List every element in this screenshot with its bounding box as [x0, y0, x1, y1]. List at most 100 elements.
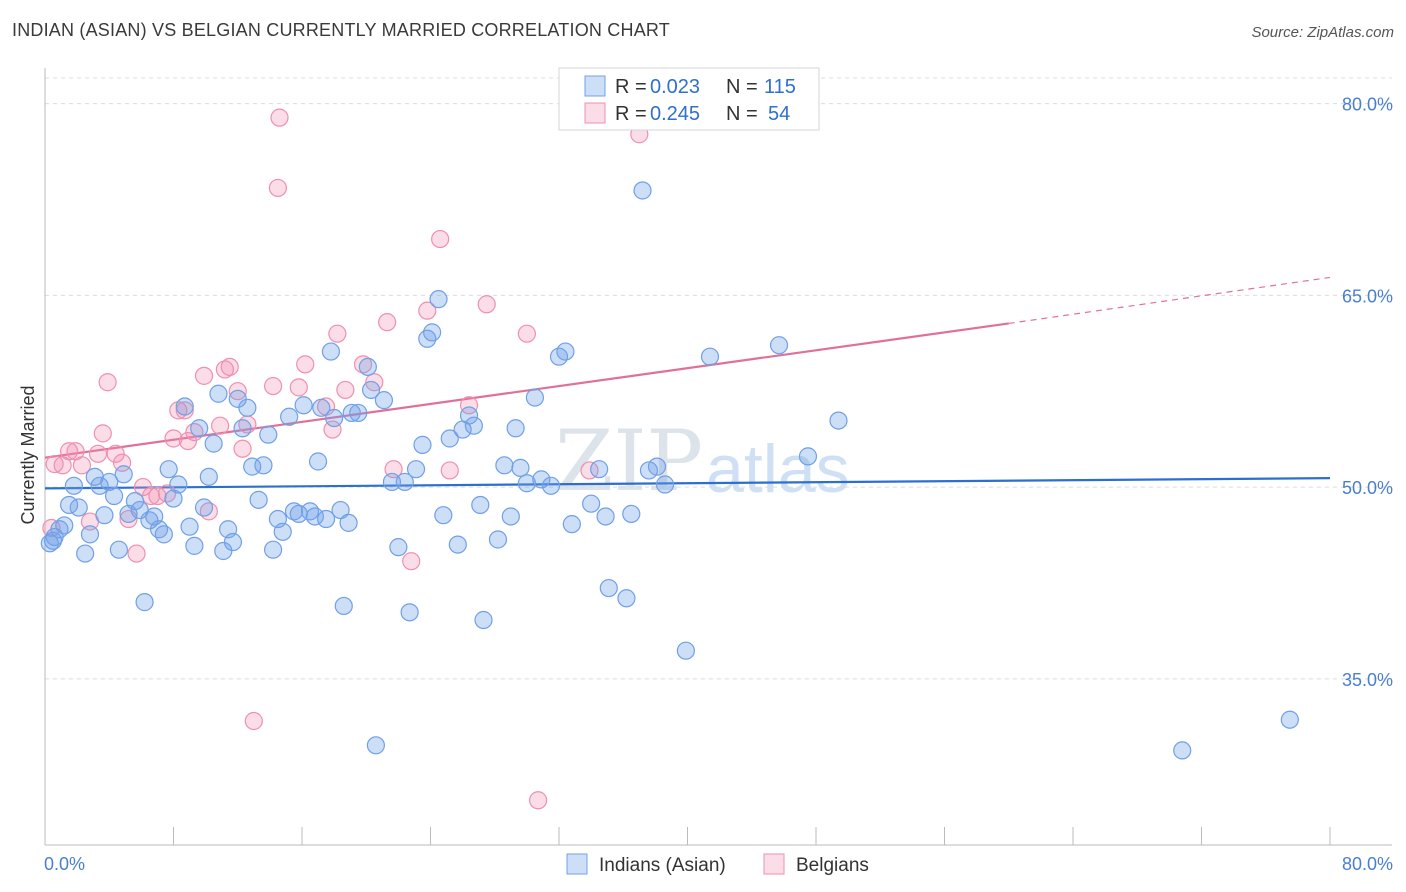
legend-r-label-2: R = — [615, 103, 647, 125]
indian-point-59 — [331, 500, 350, 520]
indian-point-73 — [413, 435, 432, 454]
legend-swatch-blue — [584, 75, 606, 97]
indian-point-86 — [495, 456, 514, 475]
indian-point-44 — [259, 425, 278, 444]
indian-point-6 — [69, 498, 88, 517]
indian-point-67 — [374, 391, 394, 410]
series-legend: Indians (Asian) Belgians — [566, 853, 869, 876]
indian-point-14 — [109, 540, 128, 559]
data-points — [40, 108, 1299, 810]
indian-point-111 — [829, 411, 848, 430]
belgian-trend-line — [44, 322, 1009, 459]
indian-point-47 — [273, 522, 292, 541]
indian-point-22 — [149, 520, 169, 539]
indian-point-91 — [525, 388, 545, 407]
indian-point-70 — [395, 472, 414, 492]
indian-point-102 — [622, 504, 641, 524]
belgian-point-26 — [215, 360, 234, 379]
indian-point-13 — [104, 486, 124, 506]
indian-point-87 — [501, 507, 520, 526]
indian-point-48 — [280, 407, 299, 426]
indian-point-103 — [633, 181, 652, 200]
indian-point-83 — [471, 495, 490, 515]
indian-point-78 — [440, 429, 459, 448]
belgian-point-41 — [353, 355, 373, 374]
indian-point-10 — [90, 476, 109, 495]
y-tick-label-0: 35.0% — [1342, 670, 1393, 690]
indian-point-81 — [459, 406, 479, 425]
indian-point-77 — [434, 506, 453, 525]
x-tick-label-1: 80.0% — [1342, 854, 1393, 874]
belgian-point-8 — [93, 424, 112, 443]
indian-point-79 — [448, 535, 467, 554]
series-legend-swatch-indians — [566, 853, 588, 875]
belgian-point-40 — [336, 380, 355, 400]
belgian-point-9 — [98, 373, 117, 392]
indian-point-33 — [204, 434, 223, 453]
indian-point-26 — [169, 475, 188, 494]
belgian-point-52 — [529, 791, 548, 810]
indian-point-30 — [190, 419, 209, 438]
chart-title: INDIAN (ASIAN) VS BELGIAN CURRENTLY MARR… — [12, 20, 670, 40]
indian-point-97 — [582, 494, 601, 513]
indian-point-58 — [325, 408, 344, 428]
indian-point-60 — [334, 596, 353, 616]
indian-point-69 — [389, 538, 408, 557]
belgian-point-51 — [517, 324, 536, 343]
indian-point-101 — [617, 589, 636, 608]
indian-point-17 — [125, 492, 145, 511]
indian-point-71 — [400, 603, 419, 622]
y-axis-label: Currently Married — [18, 385, 38, 524]
indian-point-96 — [562, 515, 581, 534]
belgian-point-23 — [194, 366, 214, 385]
y-tick-labels: 35.0% 50.0% 65.0% 80.0% — [1342, 95, 1393, 690]
grid — [45, 77, 1392, 680]
indian-point-39 — [233, 419, 252, 438]
indian-point-3 — [55, 516, 74, 535]
y-tick-label-2: 65.0% — [1342, 286, 1393, 306]
indian-point-68 — [382, 472, 402, 492]
belgian-point-10 — [106, 444, 125, 463]
belgian-point-38 — [323, 420, 342, 439]
axes — [44, 68, 1392, 846]
indian-point-109 — [769, 336, 789, 355]
legend-n-value-2: 54 — [768, 103, 790, 125]
indian-point-11 — [95, 506, 114, 525]
belgian-trend-extension — [1008, 276, 1331, 325]
belgian-point-48 — [440, 461, 459, 480]
series-legend-label-belgians: Belgians — [796, 855, 869, 876]
indian-point-24 — [159, 460, 178, 479]
indian-point-29 — [185, 536, 204, 555]
indian-point-82 — [464, 416, 483, 435]
legend-n-value-1: 115 — [764, 76, 796, 98]
indian-point-43 — [254, 456, 273, 475]
belgian-point-34 — [270, 108, 289, 127]
indian-point-92 — [532, 470, 551, 489]
indian-point-28 — [180, 517, 199, 536]
stats-legend-box — [558, 67, 820, 131]
indian-point-15 — [114, 465, 133, 484]
indian-point-65 — [361, 380, 381, 400]
belgian-point-5 — [72, 456, 92, 475]
indian-point-23 — [154, 525, 173, 544]
legend-swatch-pink — [584, 102, 606, 124]
belgian-point-11 — [112, 453, 132, 472]
belgian-point-43 — [378, 313, 397, 332]
chart-source: Source: ZipAtlas.com — [1251, 24, 1394, 41]
indian-point-7 — [76, 544, 95, 563]
indian-point-93 — [541, 476, 561, 495]
belgian-point-20 — [175, 401, 194, 420]
belgian-point-31 — [244, 711, 263, 731]
belgian-point-13 — [127, 544, 146, 563]
indian-point-61 — [339, 513, 358, 532]
indian-point-84 — [474, 610, 493, 630]
indian-point-66 — [366, 736, 385, 755]
indian-point-12 — [100, 472, 119, 492]
indian-point-85 — [488, 530, 508, 549]
indian-point-54 — [308, 452, 328, 471]
indian-point-55 — [312, 398, 331, 417]
legend-r-label-1: R = — [615, 76, 647, 98]
indian-point-9 — [85, 467, 104, 486]
belgian-point-21 — [178, 431, 198, 451]
